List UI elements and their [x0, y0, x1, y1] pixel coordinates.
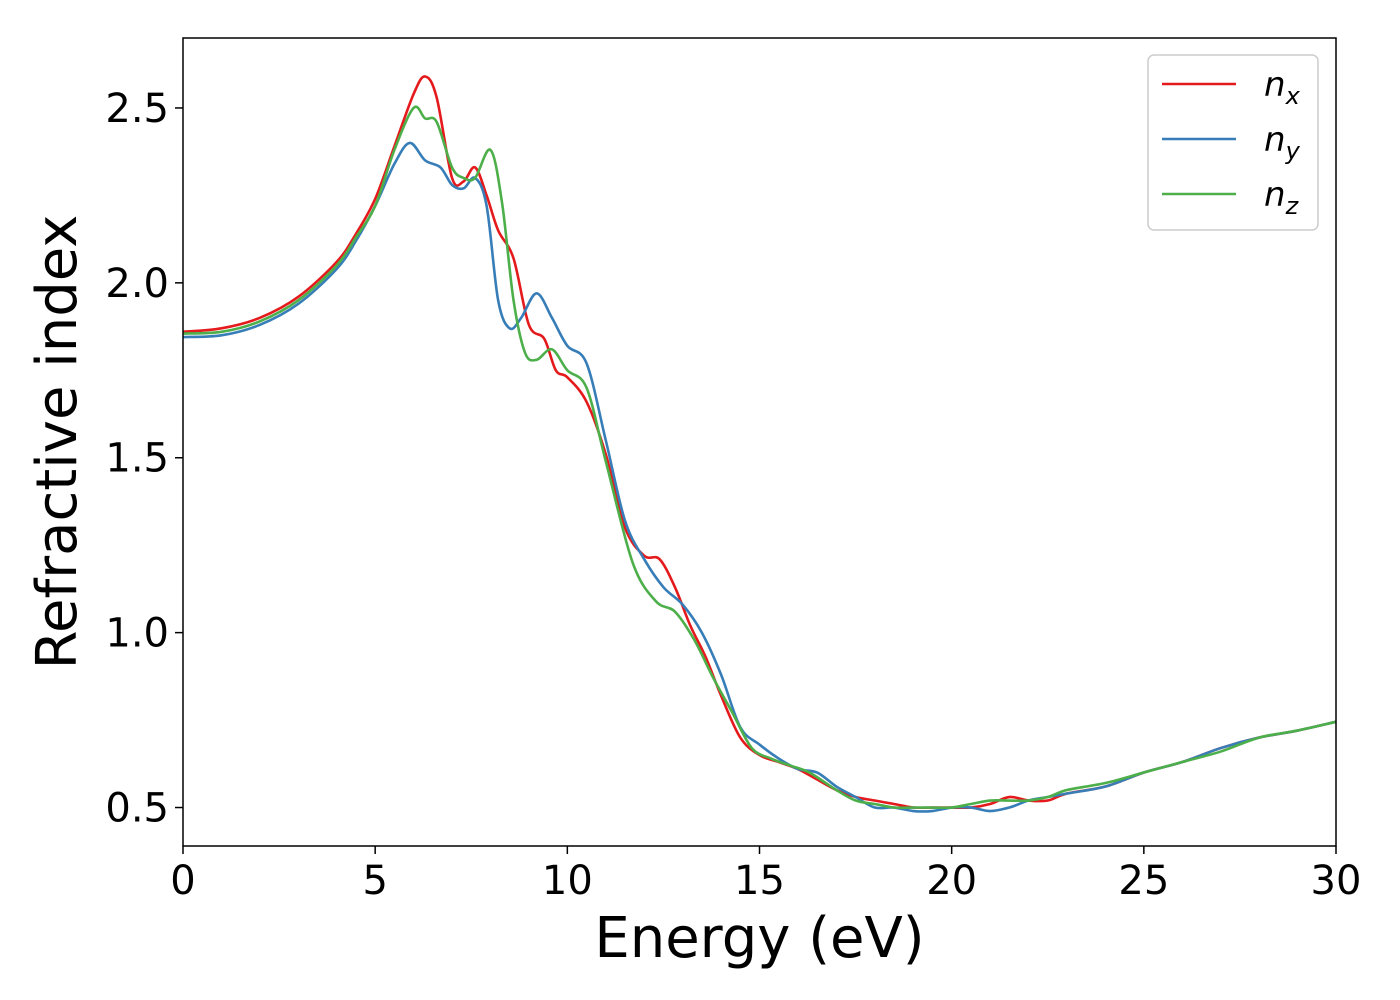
- legend-box: [1147, 54, 1319, 231]
- series-layer: [182, 75, 1337, 813]
- y-tick-label: 1.5: [105, 436, 169, 482]
- y-tick-label: 1.0: [105, 611, 169, 657]
- x-tick-label: 5: [362, 858, 387, 904]
- x-tick-label: 30: [1311, 858, 1362, 904]
- legend-label-nz: nz: [1264, 175, 1300, 220]
- y-axis-ticks: 0.5 1.0 1.5 2.0 2.5: [105, 86, 183, 832]
- series-line-nz: [182, 105, 1337, 810]
- y-tick-label: 2.0: [105, 261, 169, 307]
- x-axis-title: Energy (eV): [594, 906, 924, 971]
- legend-items: nx ny nz: [1162, 65, 1301, 220]
- x-axis-ticks: 0 5 10 15 20 25 30: [170, 846, 1361, 904]
- legend: nx ny nz: [1147, 54, 1319, 231]
- x-tick-label: 15: [734, 858, 785, 904]
- y-tick-label: 0.5: [105, 786, 169, 832]
- x-tick-label: 0: [170, 858, 195, 904]
- x-tick-label: 25: [1118, 858, 1169, 904]
- legend-label-nx: nx: [1264, 65, 1301, 110]
- series-line-ny: [182, 141, 1337, 813]
- y-tick-label: 2.5: [105, 86, 169, 132]
- legend-label-ny: ny: [1264, 120, 1301, 165]
- x-tick-label: 10: [542, 858, 593, 904]
- x-tick-label: 20: [926, 858, 977, 904]
- y-axis-title: Refractive index: [25, 215, 90, 670]
